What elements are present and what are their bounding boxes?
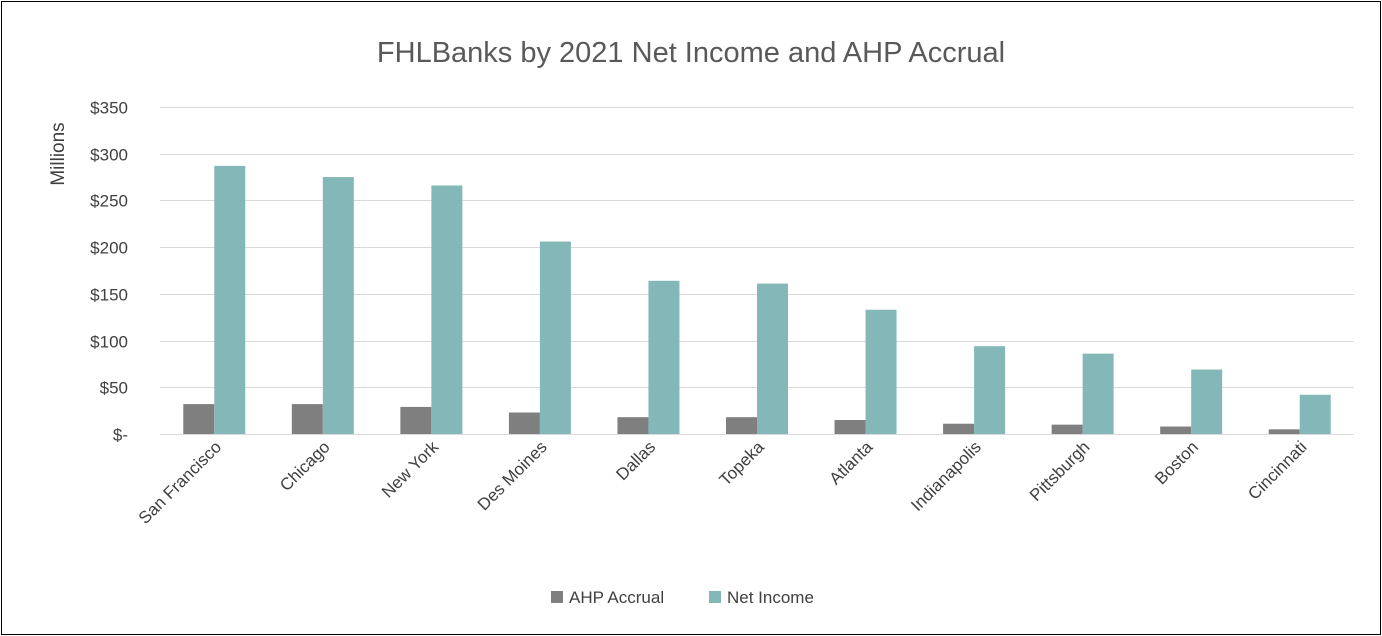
bar-net-income (1299, 394, 1331, 434)
bar-net-income (1191, 369, 1223, 434)
x-tick-label: Indianapolis (907, 437, 985, 515)
x-tick-label: Chicago (276, 437, 334, 495)
x-axis-ticks: San Francisco Chicago New York Des Moines Da… (135, 437, 1311, 528)
bar-net-income (865, 309, 897, 434)
bar-ahp-accrual (726, 417, 757, 434)
bar-net-income (648, 280, 680, 434)
gridlines (160, 107, 1354, 435)
bar-ahp-accrual (400, 406, 432, 434)
x-tick-label: New York (378, 437, 443, 502)
legend-swatch (709, 591, 721, 603)
bar-ahp-accrual (943, 423, 975, 434)
chart-title: FHLBanks by 2021 Net Income and AHP Accr… (377, 37, 1005, 69)
y-tick-label: $150 (90, 286, 128, 305)
legend: AHP Accrual Net Income (551, 588, 814, 607)
bar-ahp-accrual (508, 412, 540, 434)
bars (183, 165, 1331, 435)
bar-ahp-accrual (1160, 426, 1192, 434)
legend-label: Net Income (727, 588, 814, 607)
bar-net-income (1082, 353, 1114, 434)
bar-net-income (539, 241, 571, 434)
x-tick-label: Topeka (716, 437, 769, 490)
x-tick-label: Pittsburgh (1026, 437, 1094, 505)
bar-net-income (974, 346, 1006, 434)
y-tick-label: $50 (100, 379, 128, 398)
bar-ahp-accrual (291, 404, 323, 434)
x-tick-label: Cincinnati (1244, 437, 1310, 503)
y-tick-label: $300 (90, 146, 128, 165)
x-tick-label: Boston (1151, 437, 1202, 488)
bar-ahp-accrual (834, 419, 866, 434)
x-tick-label: Dallas (612, 437, 659, 484)
bar-net-income (322, 177, 354, 435)
x-tick-label: San Francisco (135, 437, 225, 527)
x-tick-label: Des Moines (474, 437, 551, 514)
x-tick-label: Atlanta (826, 437, 877, 488)
y-tick-label: $- (113, 426, 128, 445)
bar-net-income (431, 185, 463, 434)
y-axis-ticks: $- $50 $100 $150 $200 $250 $300 $350 (90, 99, 128, 445)
bar-ahp-accrual (1051, 424, 1083, 434)
bar-net-income (757, 283, 788, 434)
bar-ahp-accrual (183, 404, 215, 434)
y-tick-label: $200 (90, 239, 128, 258)
y-tick-label: $250 (90, 192, 128, 211)
bar-ahp-accrual (617, 417, 649, 434)
legend-swatch (551, 591, 563, 603)
y-axis-label: Millions (48, 122, 69, 185)
bar-ahp-accrual (1268, 429, 1300, 434)
y-tick-label: $100 (90, 333, 128, 352)
y-tick-label: $350 (90, 99, 128, 118)
legend-label: AHP Accrual (569, 588, 664, 607)
bar-net-income (214, 165, 246, 435)
